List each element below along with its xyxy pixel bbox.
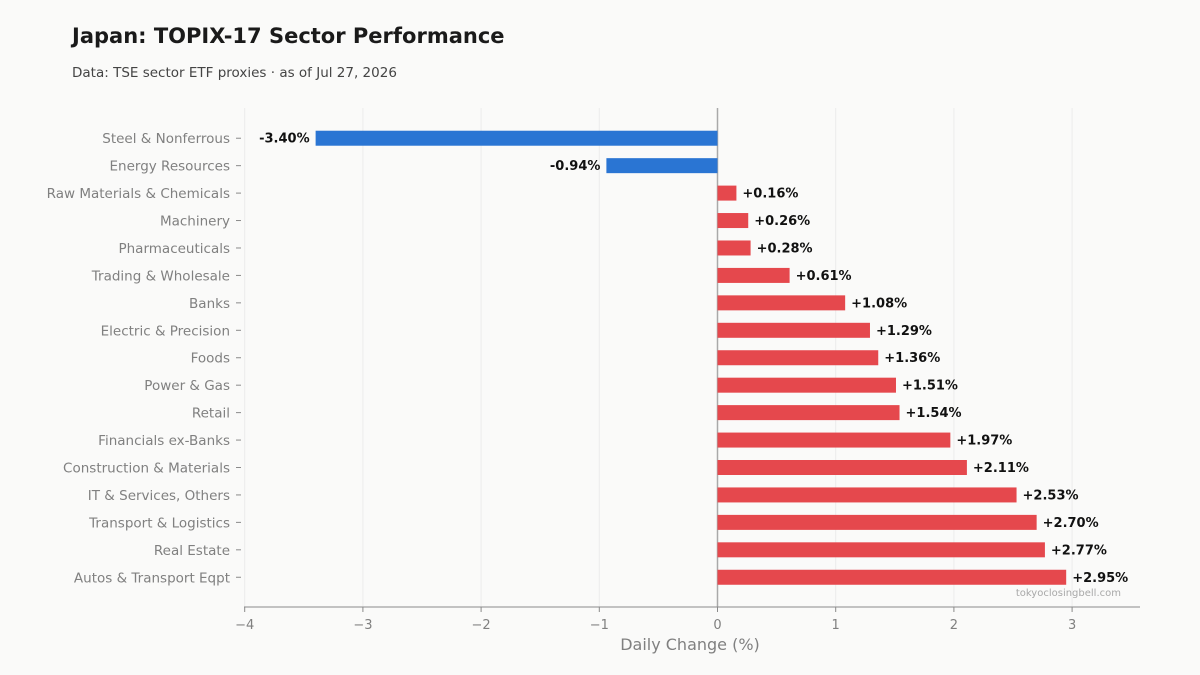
x-axis-title: Daily Change (%) <box>620 635 760 654</box>
bar <box>717 240 751 256</box>
data-label: +0.26% <box>754 214 810 229</box>
x-tick-label: −3 <box>353 618 372 633</box>
category-label: Electric & Precision <box>101 323 230 339</box>
bar <box>717 432 951 448</box>
bar <box>717 350 879 366</box>
x-tick-label: 0 <box>713 618 721 633</box>
data-label: +0.61% <box>796 269 852 284</box>
x-tick-label: 1 <box>832 618 840 633</box>
category-label: Foods <box>191 351 230 367</box>
data-label: +1.08% <box>851 296 907 311</box>
bar <box>717 487 1017 503</box>
bar <box>606 158 718 174</box>
bar <box>717 295 846 311</box>
category-label: Retail <box>192 406 230 422</box>
bar <box>717 322 870 338</box>
watermark: tokyoclosingbell.com <box>1016 588 1121 599</box>
bar <box>717 460 967 475</box>
bar <box>717 569 1067 585</box>
bar <box>717 542 1045 558</box>
data-label: +2.95% <box>1072 571 1128 586</box>
bar <box>717 405 900 421</box>
data-label: +2.70% <box>1043 516 1099 531</box>
category-label: Real Estate <box>154 543 230 559</box>
data-label: +2.11% <box>973 461 1029 476</box>
data-label: -0.94% <box>550 159 601 174</box>
category-label: IT & Services, Others <box>88 488 230 504</box>
data-label: +0.28% <box>757 241 813 256</box>
bar <box>717 514 1037 530</box>
bar <box>717 213 749 229</box>
chart-title: Japan: TOPIX-17 Sector Performance <box>72 24 505 48</box>
category-label: Power & Gas <box>144 378 230 394</box>
category-label: Autos & Transport Eqpt <box>74 570 230 586</box>
x-tick-label: 3 <box>1068 618 1076 633</box>
category-label: Machinery <box>160 214 230 230</box>
category-label: Financials ex-Banks <box>98 433 230 449</box>
bar <box>717 267 790 283</box>
x-tick-label: 2 <box>950 618 958 633</box>
data-label: +0.16% <box>742 187 798 202</box>
x-tick-label: −2 <box>472 618 491 633</box>
data-label: +1.29% <box>876 324 932 339</box>
data-label: +1.51% <box>902 379 958 394</box>
category-label: Transport & Logistics <box>88 515 230 531</box>
data-label: +1.36% <box>884 351 940 366</box>
data-label: -3.40% <box>259 132 310 147</box>
chart-subtitle: Data: TSE sector ETF proxies · as of Jul… <box>72 65 397 81</box>
category-label: Pharmaceuticals <box>118 241 230 257</box>
category-label: Banks <box>189 296 230 312</box>
data-label: +2.53% <box>1023 488 1079 503</box>
data-label: +2.77% <box>1051 543 1107 558</box>
bar <box>717 377 896 393</box>
bar <box>315 130 718 146</box>
bar <box>717 185 737 201</box>
data-label: +1.97% <box>956 434 1012 449</box>
category-label: Energy Resources <box>110 159 231 175</box>
x-tick-label: −1 <box>590 618 609 633</box>
x-tick-label: −4 <box>235 618 254 633</box>
category-label: Construction & Materials <box>63 461 230 477</box>
category-label: Raw Materials & Chemicals <box>47 186 230 202</box>
category-label: Trading & Wholesale <box>91 268 230 284</box>
category-label: Steel & Nonferrous <box>102 131 230 147</box>
data-label: +1.54% <box>906 406 962 421</box>
